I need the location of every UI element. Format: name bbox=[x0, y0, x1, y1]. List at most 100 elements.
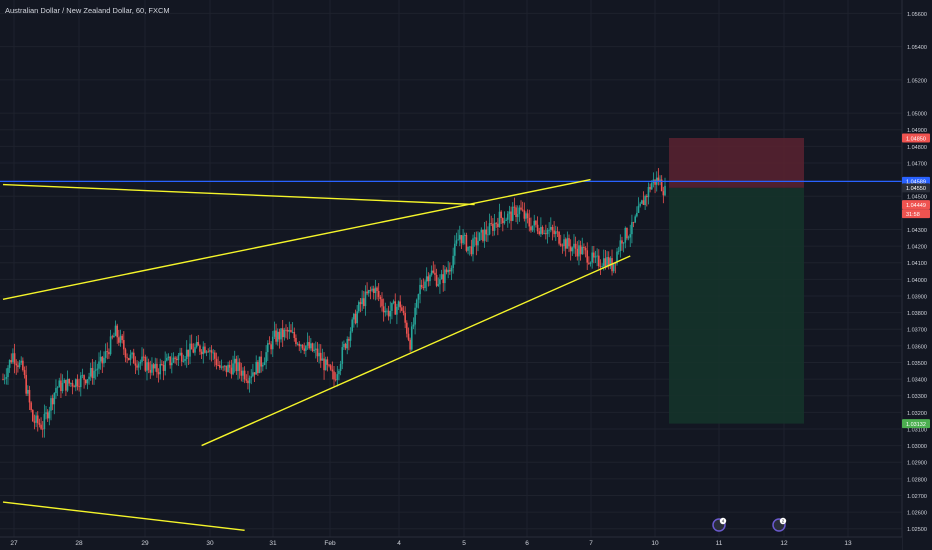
candle-body bbox=[12, 353, 14, 363]
candle-body bbox=[283, 329, 286, 338]
candle-body bbox=[121, 335, 123, 341]
candle-body bbox=[240, 370, 243, 376]
candle-body bbox=[465, 234, 468, 251]
candle-body bbox=[384, 310, 387, 313]
candle-body bbox=[127, 358, 130, 360]
candle-body bbox=[550, 227, 552, 230]
current-price-tag: 1.04449 bbox=[906, 203, 926, 209]
time-tick-label: 10 bbox=[651, 540, 659, 547]
candle-body bbox=[280, 328, 282, 340]
candle-body bbox=[314, 348, 317, 350]
price-axis[interactable]: 1.056001.054001.052001.050001.049001.048… bbox=[901, 0, 932, 550]
time-axis[interactable]: 27 28 29 30 31 Feb 4 5 6 7 10 11 12 13 bbox=[0, 536, 902, 550]
candle-body bbox=[118, 337, 120, 343]
candle-body bbox=[98, 361, 100, 369]
candle-body bbox=[75, 379, 77, 388]
candle-body bbox=[358, 302, 360, 312]
candle-body bbox=[43, 413, 46, 430]
candle-body bbox=[185, 349, 188, 360]
candle-body bbox=[344, 343, 347, 349]
event-badge-count-bg bbox=[719, 517, 727, 525]
candle-body bbox=[516, 214, 519, 218]
candle-body bbox=[569, 246, 572, 252]
candle-body bbox=[650, 183, 653, 190]
candle-body bbox=[455, 240, 458, 244]
candle-body bbox=[89, 367, 92, 377]
candle-body bbox=[88, 376, 90, 380]
candle-body bbox=[295, 337, 297, 345]
entry-price-tag: 1.04550 bbox=[906, 186, 926, 192]
candle-body bbox=[113, 335, 115, 338]
candle-body bbox=[25, 374, 27, 394]
price-axis-background bbox=[902, 0, 932, 550]
candle-body bbox=[195, 342, 198, 348]
take-profit-zone[interactable] bbox=[669, 187, 804, 424]
candle-body bbox=[480, 229, 483, 233]
candle-body bbox=[362, 298, 365, 307]
candle-body bbox=[566, 238, 569, 249]
candle-body bbox=[372, 288, 375, 294]
chart-title: Australian Dollar / New Zealand Dollar, … bbox=[5, 6, 170, 15]
candle-body bbox=[187, 349, 190, 357]
candle-body bbox=[124, 349, 127, 358]
candle-body bbox=[116, 325, 118, 338]
candle-body bbox=[303, 348, 306, 351]
candle-body bbox=[73, 386, 75, 388]
candle-body bbox=[15, 363, 18, 366]
candle-body bbox=[583, 246, 585, 248]
candle-body bbox=[217, 365, 219, 366]
candle-body bbox=[81, 375, 84, 376]
candle-body bbox=[291, 331, 294, 333]
candle-body bbox=[132, 352, 135, 364]
time-tick-label: 11 bbox=[716, 540, 723, 547]
candle-body bbox=[386, 310, 388, 312]
candle-body bbox=[33, 421, 36, 423]
trendline[interactable] bbox=[2, 183, 475, 206]
candle-body bbox=[467, 246, 469, 251]
candle-body bbox=[268, 343, 271, 345]
candle-body bbox=[472, 238, 474, 255]
candle-body bbox=[437, 284, 440, 286]
candle-body bbox=[470, 246, 473, 255]
price-tick-label: 1.04200 bbox=[907, 245, 927, 251]
candle-body bbox=[137, 363, 140, 368]
candle-body bbox=[402, 310, 405, 314]
candle-body bbox=[339, 363, 342, 371]
candle-body bbox=[540, 227, 542, 235]
candle-body bbox=[281, 328, 284, 338]
trendline[interactable] bbox=[201, 255, 631, 447]
trendline[interactable] bbox=[2, 501, 245, 532]
candle-body bbox=[452, 255, 454, 268]
trendline[interactable] bbox=[2, 178, 591, 300]
candle-body bbox=[637, 205, 640, 213]
candle-body bbox=[602, 258, 605, 267]
candle-body bbox=[104, 351, 107, 358]
candle-body bbox=[586, 250, 589, 263]
candle-body bbox=[202, 346, 205, 355]
candle-body bbox=[245, 379, 248, 381]
candle-body bbox=[518, 207, 521, 215]
time-tick-label: 30 bbox=[206, 540, 214, 547]
candle-body bbox=[535, 220, 537, 225]
candle-body bbox=[475, 237, 478, 246]
candle-body bbox=[319, 352, 322, 361]
price-tick-label: 1.04700 bbox=[907, 161, 927, 167]
candle-body bbox=[445, 269, 448, 273]
candle-body bbox=[468, 246, 471, 248]
candle-body bbox=[457, 239, 459, 241]
candle-body bbox=[48, 410, 51, 419]
candle-body bbox=[422, 287, 425, 289]
candle-body bbox=[76, 379, 79, 387]
candle-body bbox=[237, 362, 239, 372]
candle-body bbox=[427, 276, 430, 282]
stop-loss-zone[interactable] bbox=[669, 138, 804, 188]
candle-body bbox=[172, 357, 175, 363]
time-tick-label: 29 bbox=[141, 540, 149, 547]
drawing-lines[interactable] bbox=[0, 178, 902, 532]
candle-body bbox=[659, 179, 661, 182]
price-tick-label: 1.02900 bbox=[907, 461, 927, 467]
position-zones[interactable] bbox=[669, 138, 804, 424]
candle-body bbox=[584, 247, 587, 251]
